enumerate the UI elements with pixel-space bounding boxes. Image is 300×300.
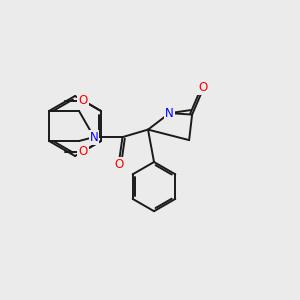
Text: O: O xyxy=(198,81,207,94)
Text: O: O xyxy=(78,94,88,107)
Text: N: N xyxy=(90,130,98,144)
Text: O: O xyxy=(78,145,88,158)
Text: N: N xyxy=(165,106,174,120)
Text: O: O xyxy=(114,158,124,171)
